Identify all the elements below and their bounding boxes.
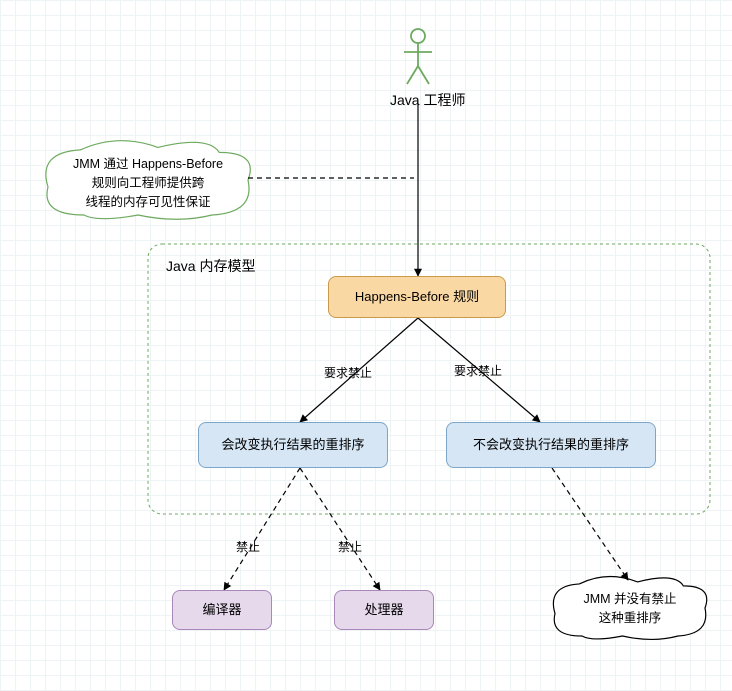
node-happens-before: Happens-Before 规则 [328, 276, 506, 318]
cloud-jmm-guarantee: JMM 通过 Happens-Before 规则向工程师提供跨 线程的内存可见性… [58, 153, 238, 210]
node-compiler: 编译器 [172, 590, 272, 630]
edge-label: 禁止 [338, 538, 362, 555]
edge-label: 要求禁止 [454, 362, 502, 379]
node-reorder-no-change: 不会改变执行结果的重排序 [446, 422, 656, 468]
node-reorder-changes-result: 会改变执行结果的重排序 [198, 422, 388, 468]
node-processor: 处理器 [334, 590, 434, 630]
cloud-jmm-not-forbid: JMM 并没有禁止 这种重排序 [565, 588, 695, 626]
diagram-canvas: Java 内存模型 Java 工程师 Happens-Before 规则 会改变… [0, 0, 732, 691]
edge-label: 要求禁止 [324, 364, 372, 381]
actor-label: Java 工程师 [390, 90, 465, 110]
edge-label: 禁止 [236, 538, 260, 555]
container-title: Java 内存模型 [166, 256, 255, 276]
